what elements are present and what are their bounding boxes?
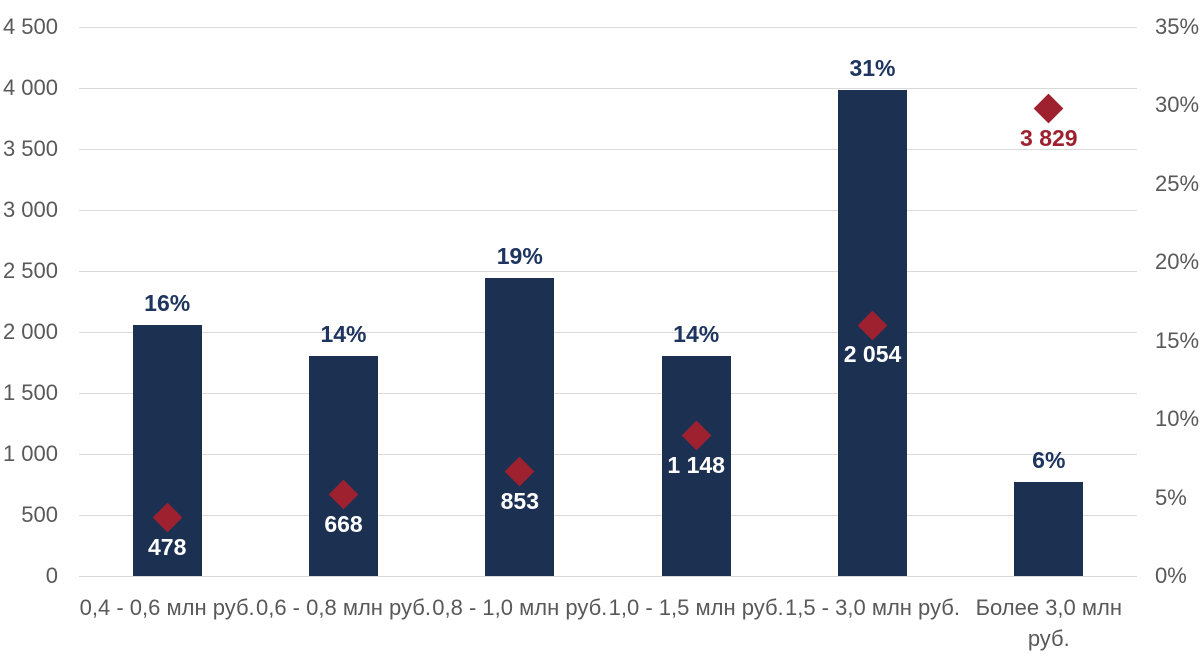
bar [485, 278, 555, 576]
y-axis-left-tick-label: 4 500 [2, 14, 58, 39]
x-axis-category-label: Более 3,0 млн руб. [975, 595, 1122, 651]
marker-value-label: 1 148 [667, 451, 725, 478]
marker-value-label: 2 054 [843, 341, 902, 368]
y-axis-left-tick-label: 2 000 [2, 319, 58, 344]
x-axis-category-label: 0,4 - 0,6 млн руб. [79, 595, 255, 620]
x-axis-category-label: 0,6 - 0,8 млн руб. [255, 595, 431, 620]
bar [661, 356, 731, 576]
bar-percent-label: 14% [673, 321, 720, 348]
gridline [79, 515, 1137, 516]
gridline [79, 210, 1137, 211]
bar-percent-label: 6% [1032, 446, 1066, 473]
y-axis-left-tick-label: 4 000 [2, 75, 58, 100]
gridline [79, 27, 1137, 28]
y-axis-left-tick-label: 500 [21, 502, 58, 527]
y-axis-right-tick-label: 35% [1155, 14, 1200, 39]
y-axis-right-tick-label: 15% [1155, 327, 1200, 353]
y-axis-left-tick-label: 1 500 [2, 380, 58, 405]
diamond-marker [1033, 94, 1064, 124]
y-axis-right-tick-label: 20% [1155, 249, 1200, 275]
bar-percent-label: 31% [849, 54, 896, 81]
gridline [79, 393, 1137, 394]
x-axis-category-label: 1,0 - 1,5 млн руб. [608, 595, 784, 620]
bar [132, 325, 202, 576]
y-axis-left-tick-label: 2 500 [2, 258, 58, 283]
y-axis-right-tick-label: 0% [1155, 563, 1187, 588]
gridline [79, 576, 1137, 577]
gridline [79, 454, 1137, 455]
gridline [79, 88, 1137, 89]
x-axis-category-label: 0,8 - 1,0 млн руб. [432, 595, 608, 620]
y-axis-left-tick-label: 3 000 [2, 197, 58, 222]
gridline [79, 149, 1137, 150]
y-axis-left-tick-label: 1 000 [2, 441, 58, 466]
gridline [79, 271, 1137, 272]
y-axis-left-tick-label: 0 [45, 563, 58, 588]
bar-percent-label: 19% [496, 243, 543, 269]
bar [309, 356, 378, 576]
marker-value-label: 853 [500, 487, 539, 514]
y-axis-right-tick-label: 10% [1155, 406, 1200, 432]
bar [1014, 481, 1084, 576]
marker-value-label: 668 [324, 510, 363, 537]
bar-percent-label: 14% [320, 321, 367, 348]
y-axis-right-tick-label: 5% [1155, 484, 1187, 510]
marker-value-label: 478 [148, 533, 187, 560]
y-axis-right-tick-label: 25% [1155, 170, 1200, 196]
bar-percent-label: 16% [144, 290, 191, 316]
marker-value-label: 3 829 [1020, 124, 1078, 151]
x-axis-category-label: 1,5 - 3,0 млн руб. [784, 595, 960, 620]
y-axis-right-tick-label: 30% [1155, 92, 1200, 118]
y-axis-left-tick-label: 3 500 [2, 136, 58, 161]
gridline [79, 332, 1137, 333]
